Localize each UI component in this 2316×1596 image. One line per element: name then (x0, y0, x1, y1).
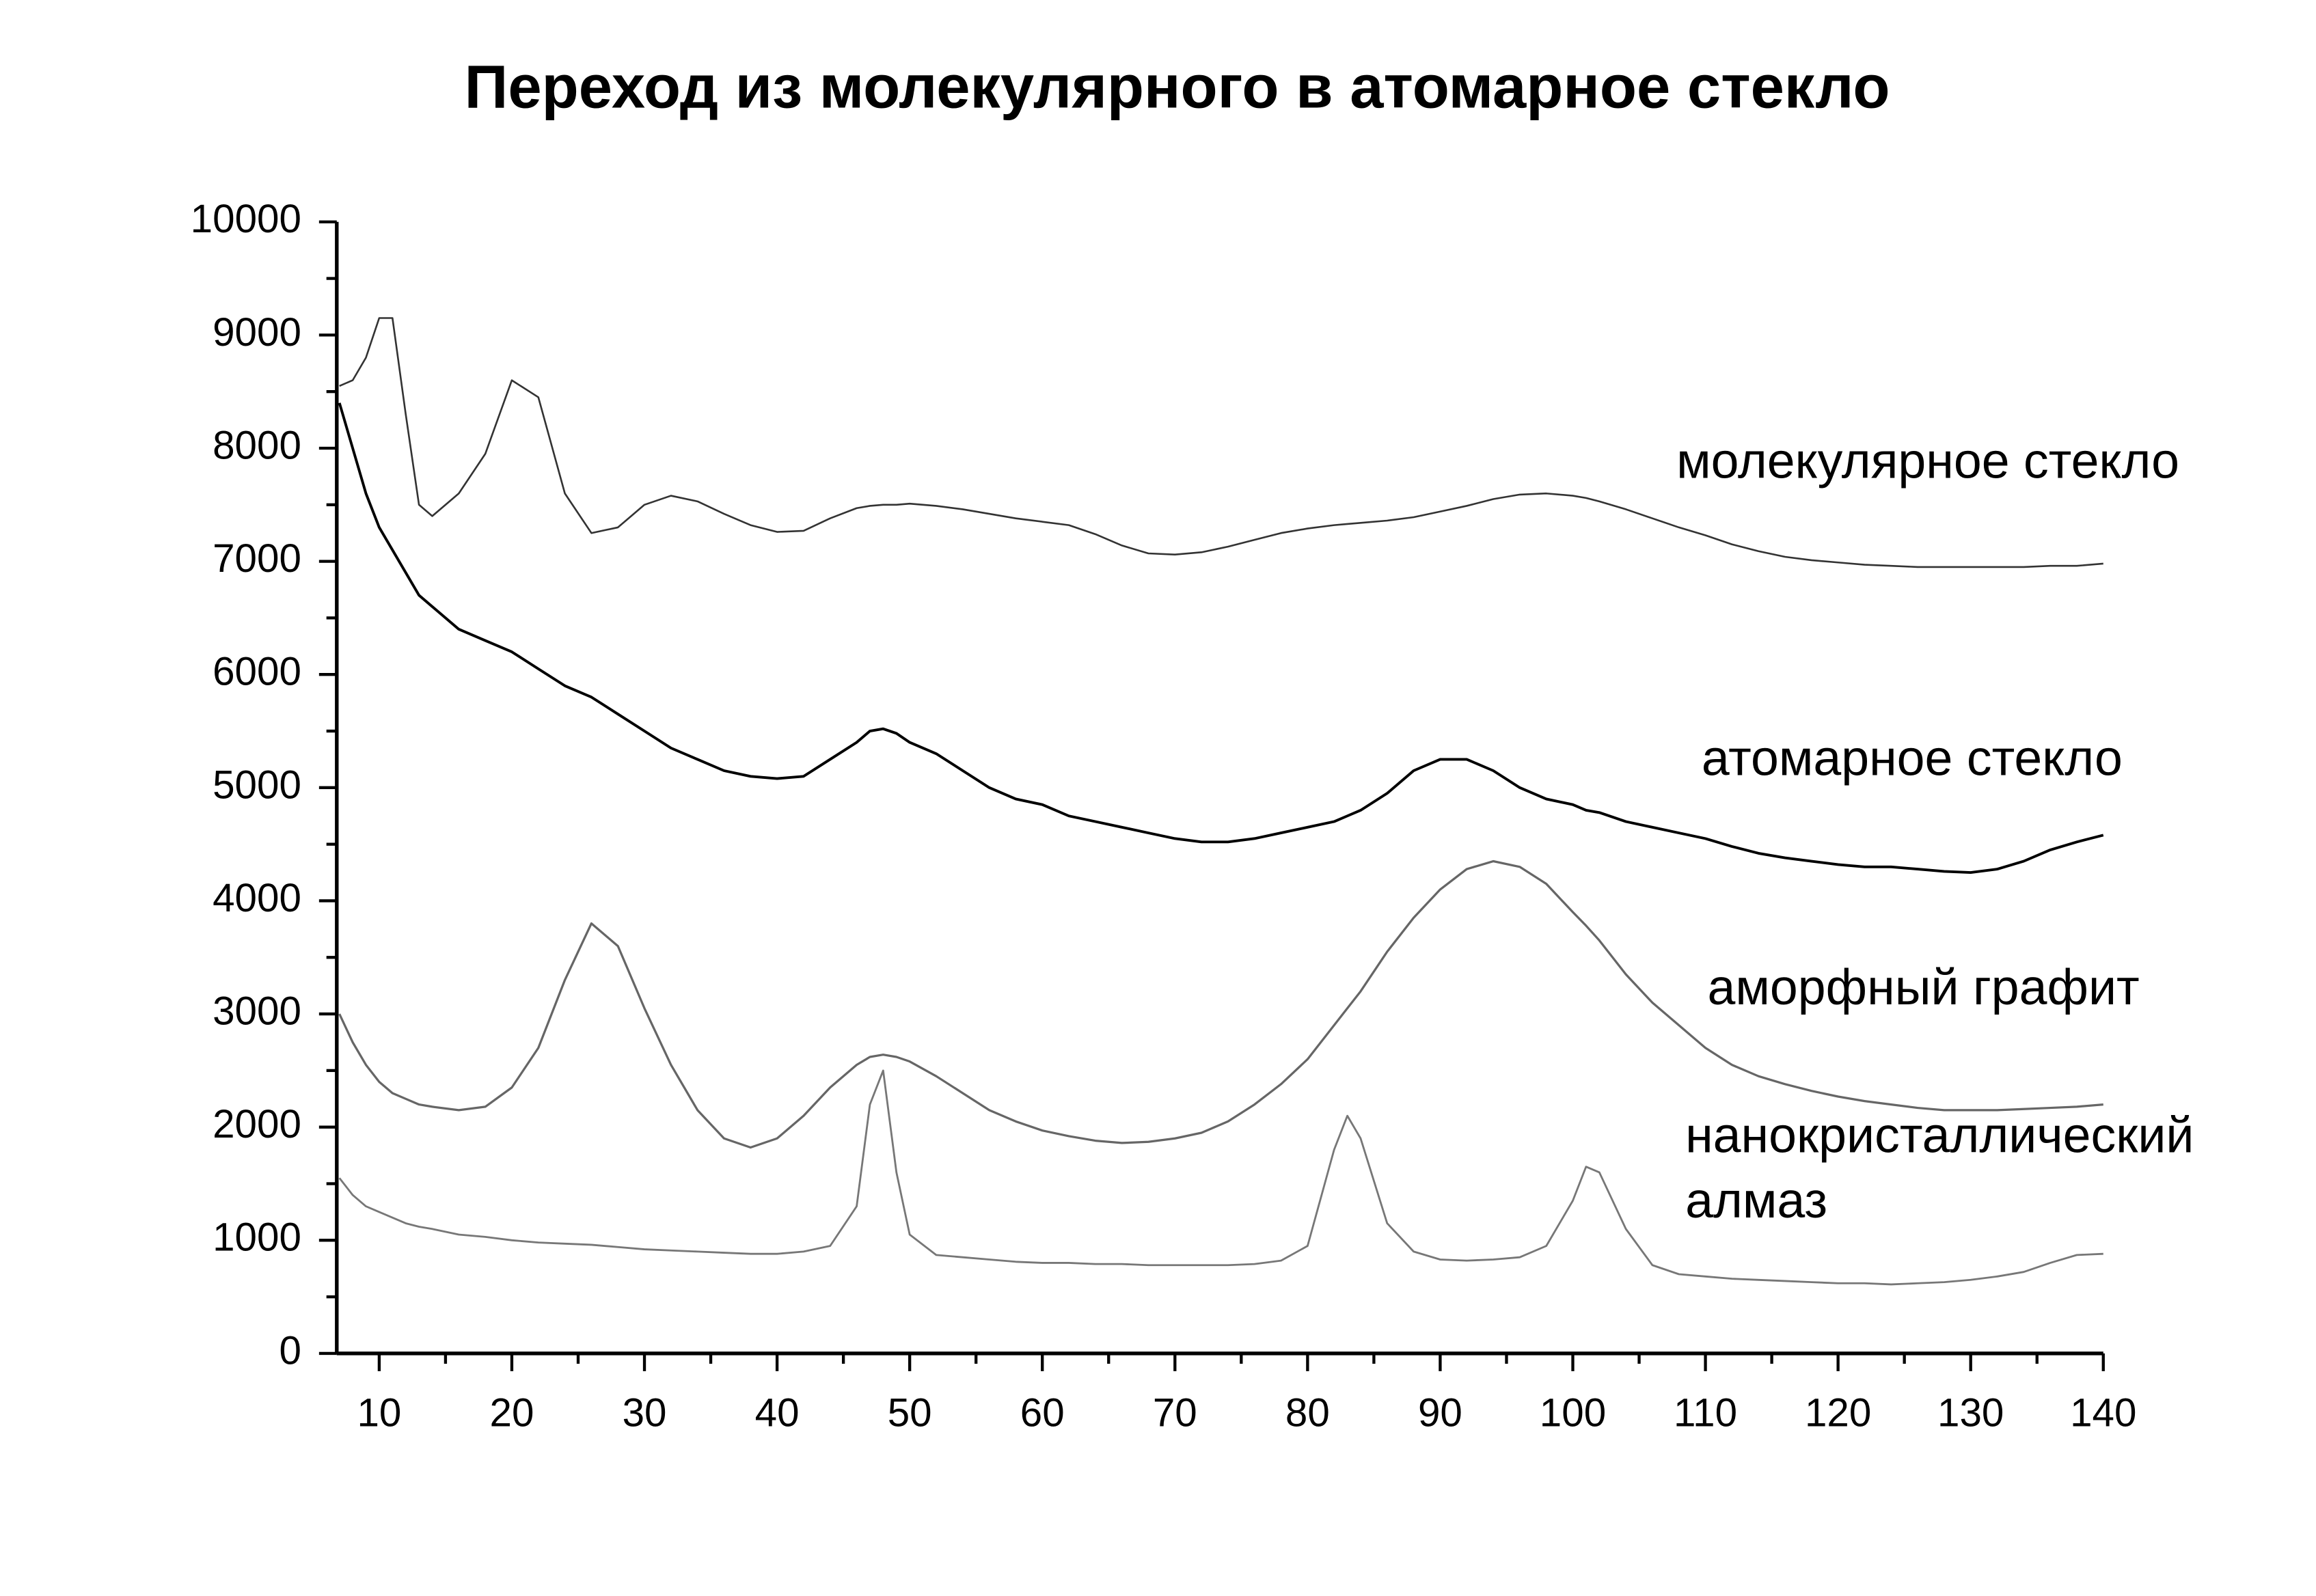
y-tick-label: 10000 (191, 197, 301, 241)
y-tick-label: 3000 (213, 989, 301, 1033)
series-line (338, 1069, 2103, 1286)
y-tick-label: 5000 (213, 762, 301, 807)
y-tick-label: 7000 (213, 536, 301, 581)
series-label: молекулярное стекло (1676, 433, 2180, 490)
y-tick-label: 4000 (213, 876, 301, 920)
series-label-box: аморфный графит (1707, 960, 2140, 1017)
series-line (338, 402, 2104, 875)
series-label: атомарное стекло (1701, 730, 2123, 787)
series-label: нанокристаллический алмаз (1685, 1107, 2194, 1230)
x-tick-label: 20 (490, 1390, 534, 1435)
x-tick-label: 60 (1020, 1390, 1065, 1435)
x-tick-label: 110 (1674, 1390, 1737, 1435)
series-line (338, 859, 2103, 1149)
x-tick-label: 100 (1540, 1390, 1606, 1435)
x-tick-label: 80 (1285, 1390, 1330, 1435)
x-tick-label: 30 (623, 1390, 667, 1435)
y-tick-label: 0 (279, 1328, 301, 1373)
x-tick-label: 90 (1418, 1390, 1462, 1435)
series-label-box: атомарное стекло (1701, 730, 2123, 787)
x-tick-label: 50 (888, 1390, 932, 1435)
series-label-box: молекулярное стекло (1676, 433, 2180, 490)
y-tick-label: 2000 (213, 1102, 301, 1146)
chart-title: Переход из молекулярного в атомарное сте… (465, 53, 1890, 121)
y-tick-label: 8000 (213, 423, 301, 467)
x-tick-label: 10 (357, 1390, 401, 1435)
series-label: аморфный графит (1707, 960, 2140, 1017)
x-tick-label: 130 (1937, 1390, 2004, 1435)
y-tick-label: 6000 (213, 650, 301, 694)
series-label-box: нанокристаллический алмаз (1685, 1107, 2194, 1230)
x-tick-label: 70 (1153, 1390, 1197, 1435)
x-tick-label: 120 (1805, 1390, 1871, 1435)
x-tick-label: 40 (755, 1390, 800, 1435)
y-tick-label: 1000 (213, 1215, 301, 1260)
y-tick-label: 9000 (213, 310, 301, 355)
series-line (339, 317, 2103, 568)
x-tick-label: 140 (2070, 1390, 2136, 1435)
